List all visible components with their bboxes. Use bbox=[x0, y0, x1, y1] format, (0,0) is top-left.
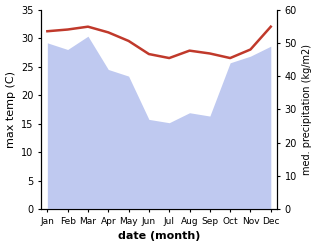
X-axis label: date (month): date (month) bbox=[118, 231, 200, 242]
Y-axis label: med. precipitation (kg/m2): med. precipitation (kg/m2) bbox=[302, 44, 313, 175]
Y-axis label: max temp (C): max temp (C) bbox=[5, 71, 16, 148]
